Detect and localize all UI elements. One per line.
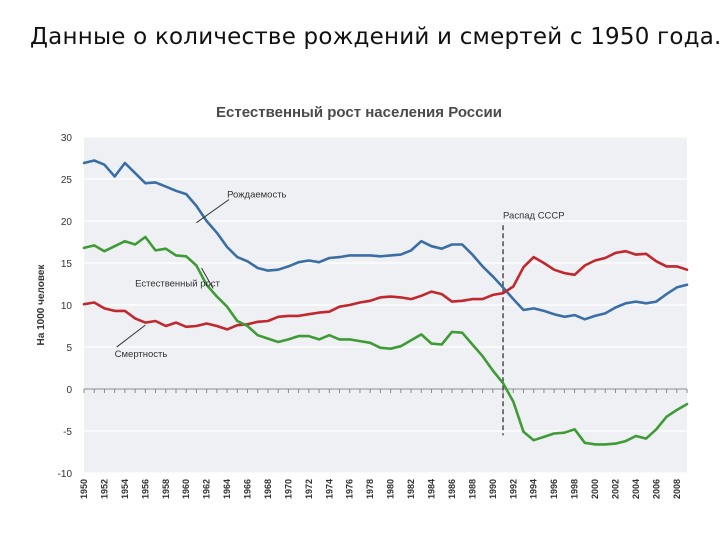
series-line-deaths	[82, 249, 689, 331]
x-tick-label: 2008	[672, 479, 682, 499]
annotation-leader-growth	[201, 267, 214, 289]
x-tick-label: 1956	[140, 479, 150, 499]
series-line-natural_growth	[82, 235, 689, 446]
chart-title: Естественный рост населения России	[216, 104, 502, 121]
annotation-label-growth: Естественный рост	[135, 279, 220, 290]
x-tick-label: 1986	[447, 479, 457, 499]
y-tick-label: 20	[61, 217, 73, 228]
annotation-label-deaths: Смертность	[115, 349, 168, 360]
x-tick-label: 1974	[324, 479, 334, 499]
slide-title: Данные о количестве рождений и смертей с…	[30, 24, 720, 50]
y-axis: 30 25 20 15 10 5 0 -5 -10	[58, 133, 73, 480]
x-tick-label: 2000	[590, 479, 600, 499]
x-tick-label: 1982	[406, 479, 416, 499]
x-tick-label: 1962	[202, 479, 212, 499]
x-tick-label: 1990	[488, 479, 498, 499]
x-tick-label: 1998	[570, 479, 580, 499]
x-tick-label: 1976	[345, 479, 355, 499]
x-tick-label: 1992	[508, 479, 518, 499]
annotation-leader-deaths	[116, 324, 146, 348]
x-axis: 1950 1952 1954 1956 1958 1960 1962 1964 1966 1968…	[79, 388, 688, 499]
x-tick-label: 1978	[365, 479, 375, 499]
y-axis-label: На 1000 человек	[36, 264, 47, 346]
x-tick-label: 1966	[243, 479, 253, 499]
x-tick-label: 1968	[263, 479, 273, 499]
x-tick-label: 1996	[549, 479, 559, 499]
x-tick-label: 2006	[651, 479, 661, 499]
series-line-births	[82, 159, 689, 321]
x-tick-label: 2004	[631, 479, 641, 499]
y-tick-label: 0	[66, 385, 72, 396]
y-tick-label: 15	[61, 259, 73, 270]
annotation-leader-births	[196, 199, 230, 224]
y-tick-label: 5	[66, 343, 72, 354]
x-tick-label: 1954	[120, 479, 130, 499]
y-tick-label: 10	[61, 301, 73, 312]
x-tick-label: 1964	[222, 479, 232, 499]
x-tick-label: 1980	[386, 479, 396, 499]
series-layer	[82, 159, 689, 446]
x-tick-label: 1950	[79, 479, 89, 499]
x-tick-label: 1952	[99, 479, 109, 499]
annotations-layer: Рождаемость Естественный рост Смертность Ра…	[115, 189, 565, 360]
x-tick-label: 2002	[610, 479, 620, 499]
y-tick-label: 30	[61, 133, 73, 144]
annotation-label-births: Рождаемость	[227, 189, 286, 200]
annotation-label-ussr: Распад СССР	[503, 210, 565, 221]
x-tick-label: 1994	[529, 479, 539, 499]
y-tick-label: -5	[63, 427, 72, 438]
x-tick-label: 1958	[161, 479, 171, 499]
x-tick-label: 1970	[283, 479, 293, 499]
y-tick-label: 25	[61, 175, 73, 186]
x-tick-label: 1988	[467, 479, 477, 499]
x-tick-label: 1984	[426, 479, 436, 499]
y-tick-label: -10	[58, 469, 73, 480]
x-tick-label: 1972	[304, 479, 314, 499]
x-tick-label: 1960	[181, 479, 191, 499]
